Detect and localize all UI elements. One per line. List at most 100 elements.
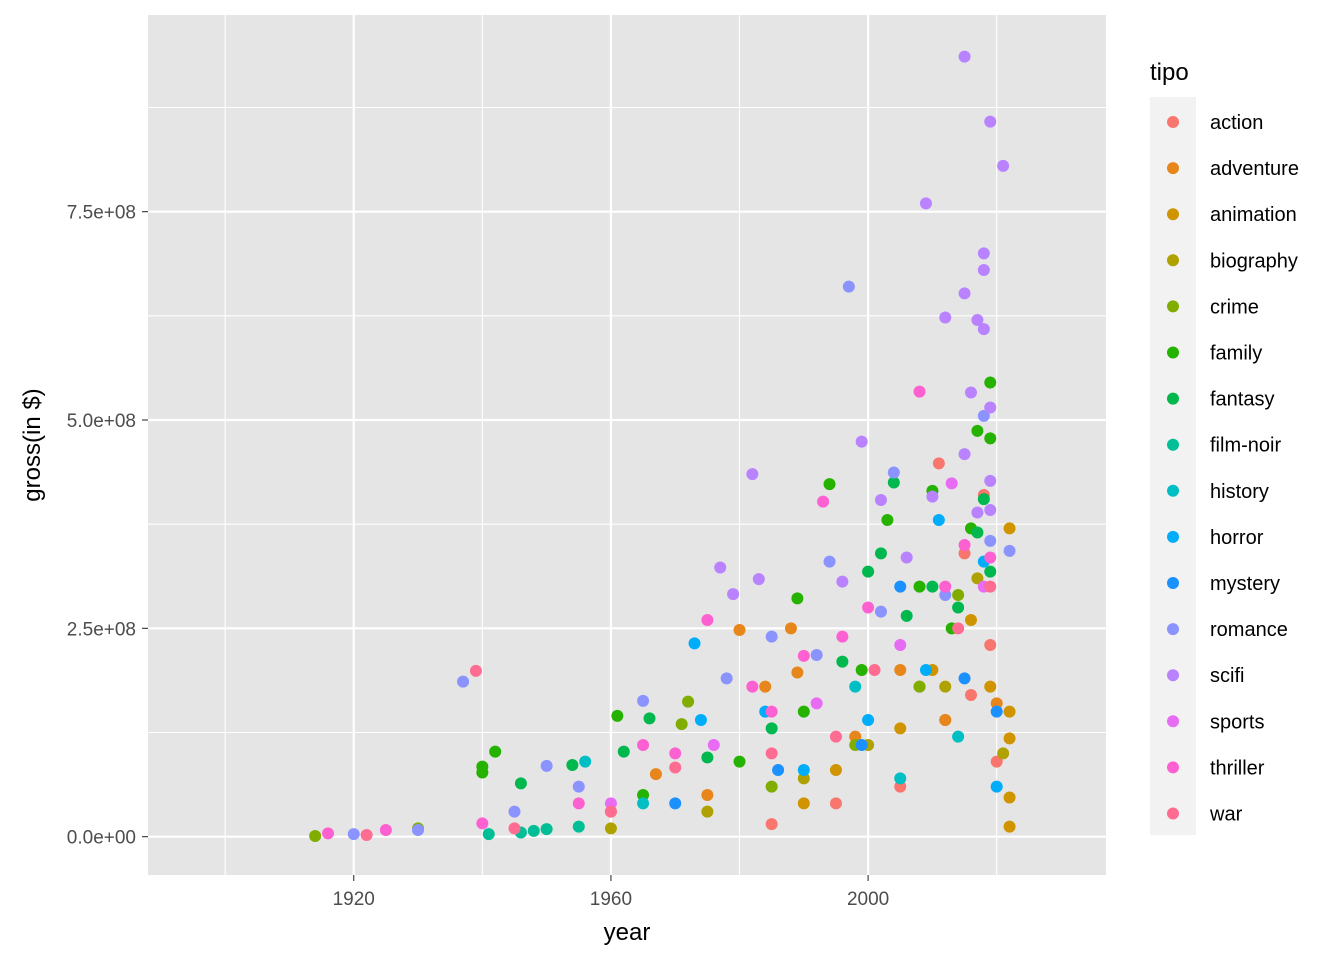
y-tick-label: 5.0e+08: [67, 411, 136, 432]
data-point: [707, 739, 720, 751]
data-point: [977, 409, 990, 422]
data-point: [964, 386, 977, 399]
data-point: [688, 637, 701, 650]
data-point: [836, 655, 849, 668]
legend-item: thriller: [1167, 757, 1265, 779]
series-animation: [797, 522, 1016, 833]
legend-key: [1167, 669, 1179, 682]
data-point: [829, 730, 842, 743]
data-point: [1003, 705, 1016, 718]
x-axis-title: year: [604, 919, 651, 946]
data-point: [817, 495, 830, 508]
data-points: [309, 50, 1016, 842]
data-point: [984, 432, 997, 445]
y-tick-label: 7.5e+08: [67, 203, 136, 224]
data-point: [765, 818, 778, 831]
data-point: [874, 547, 887, 560]
data-point: [823, 555, 836, 568]
data-point: [932, 457, 945, 470]
data-point: [862, 601, 875, 614]
data-point: [527, 824, 540, 837]
data-point: [752, 573, 765, 586]
x-tick-label: 1960: [590, 889, 632, 910]
data-point: [862, 565, 875, 578]
series-war: [360, 580, 997, 841]
data-point: [637, 789, 650, 801]
data-point: [791, 592, 804, 605]
legend-key: [1167, 162, 1179, 175]
data-point: [476, 766, 489, 779]
legend-label: action: [1210, 112, 1263, 134]
data-point: [765, 705, 778, 718]
data-point: [984, 580, 997, 593]
data-point: [637, 739, 650, 751]
data-point: [508, 822, 521, 835]
data-point: [868, 664, 881, 676]
legend-item: action: [1167, 112, 1263, 134]
legend-label: sports: [1210, 711, 1264, 733]
data-point: [797, 772, 810, 785]
data-point: [990, 697, 1003, 710]
legend-key: [1167, 761, 1179, 774]
legend-key: [1167, 530, 1179, 543]
legend-label: biography: [1210, 250, 1298, 272]
plot-panel: [148, 15, 1106, 875]
data-point: [894, 772, 907, 785]
legend-key: [1167, 346, 1179, 359]
data-point: [649, 768, 662, 781]
data-point: [855, 664, 868, 676]
data-point: [829, 764, 842, 776]
data-point: [939, 311, 952, 324]
legend-label: war: [1209, 804, 1243, 826]
data-point: [617, 745, 630, 758]
legend-item: film-noir: [1167, 435, 1281, 457]
data-point: [669, 747, 682, 760]
data-point: [984, 534, 997, 547]
data-point: [347, 828, 360, 841]
data-point: [701, 751, 714, 764]
data-point: [919, 197, 932, 210]
legend-label: history: [1210, 481, 1269, 503]
data-point: [765, 630, 778, 643]
legend-item: adventure: [1167, 158, 1299, 180]
data-point: [572, 797, 585, 810]
data-point: [952, 622, 965, 635]
data-point: [482, 828, 495, 841]
legend-item: mystery: [1167, 573, 1280, 595]
series-sports: [604, 477, 990, 810]
data-point: [971, 526, 984, 539]
y-axis-title: gross(in $): [19, 388, 46, 501]
data-point: [791, 666, 804, 679]
data-point: [952, 730, 965, 743]
legend-label: fantasy: [1210, 389, 1274, 411]
data-point: [926, 490, 939, 503]
data-point: [836, 630, 849, 643]
data-point: [964, 614, 977, 626]
data-point: [849, 730, 862, 743]
data-point: [990, 755, 1003, 768]
series-fantasy: [514, 476, 997, 790]
legend-key: [1167, 577, 1179, 589]
data-point: [1003, 791, 1016, 804]
data-point: [971, 506, 984, 519]
data-point: [309, 830, 322, 842]
x-axis: 1920 1960 2000: [333, 875, 889, 910]
legend-item: scifi: [1167, 665, 1244, 687]
data-point: [823, 478, 836, 491]
data-point: [984, 639, 997, 651]
data-point: [604, 805, 617, 818]
legend: tipo action adventure animation biography cr…: [1150, 59, 1299, 835]
data-point: [514, 777, 527, 790]
data-point: [476, 817, 489, 830]
legend-key: [1167, 438, 1179, 451]
data-point: [887, 466, 900, 479]
data-point: [939, 580, 952, 593]
legend-item: sports: [1167, 711, 1264, 733]
y-tick-label: 0.0e+00: [67, 828, 136, 849]
data-point: [727, 588, 740, 601]
legend-item: family: [1167, 343, 1262, 365]
data-point: [894, 580, 907, 593]
data-point: [952, 601, 965, 614]
data-point: [984, 474, 997, 487]
data-point: [637, 797, 650, 810]
